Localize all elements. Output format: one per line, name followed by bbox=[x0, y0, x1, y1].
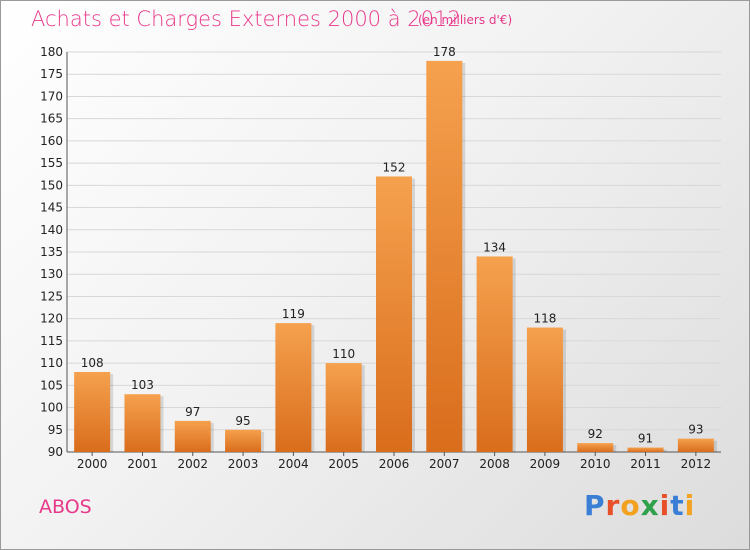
bar-2011 bbox=[627, 447, 664, 452]
bar-2008 bbox=[476, 256, 513, 452]
bar-2002 bbox=[174, 420, 211, 452]
brand-letter: r bbox=[605, 489, 621, 522]
x-tick-label: 2000 bbox=[77, 457, 108, 471]
x-tick-label: 2011 bbox=[630, 457, 661, 471]
data-label: 108 bbox=[81, 356, 104, 370]
brand-letter: x bbox=[640, 489, 660, 522]
bar-2007 bbox=[426, 60, 463, 453]
bar-2004 bbox=[275, 323, 312, 452]
bars bbox=[74, 60, 717, 453]
y-tick-label: 135 bbox=[40, 245, 63, 259]
brand-letter: o bbox=[620, 489, 641, 522]
bar-2005 bbox=[325, 363, 362, 452]
axes: 90 95 100 105 110 115 120 125 130 135 140 145 150 155… bbox=[40, 45, 721, 471]
x-tick-label: 2004 bbox=[278, 457, 309, 471]
data-label: 152 bbox=[383, 160, 406, 174]
y-tick-label: 180 bbox=[40, 45, 63, 59]
data-label: 118 bbox=[533, 312, 556, 326]
brand-letter: i bbox=[684, 489, 696, 522]
x-tick-label: 2001 bbox=[127, 457, 158, 471]
y-tick-label: 155 bbox=[40, 156, 63, 170]
data-label: 134 bbox=[483, 240, 506, 254]
y-tick-label: 95 bbox=[48, 423, 63, 437]
bar-chart: 90 95 100 105 110 115 120 125 130 135 140 145 150 155… bbox=[40, 45, 721, 471]
x-tick-label: 2007 bbox=[429, 457, 460, 471]
data-label: 97 bbox=[185, 405, 200, 419]
data-label: 110 bbox=[332, 347, 355, 361]
chart-subtitle: (en milliers d'€) bbox=[418, 13, 513, 27]
y-tick-label: 170 bbox=[40, 89, 63, 103]
bar-2006 bbox=[376, 176, 412, 452]
y-tick-label: 90 bbox=[48, 445, 63, 459]
brand-letter: t bbox=[670, 489, 685, 522]
bar-2009 bbox=[526, 327, 563, 452]
data-label: 178 bbox=[433, 45, 456, 59]
brand-letter: P bbox=[584, 489, 606, 522]
bar-2001 bbox=[124, 394, 161, 452]
x-tick-label: 2002 bbox=[177, 457, 208, 471]
y-tick-label: 145 bbox=[40, 201, 63, 215]
proxiti-logo: Proxiti bbox=[584, 489, 695, 522]
data-label: 119 bbox=[282, 307, 305, 321]
bar-2010 bbox=[577, 443, 614, 452]
bar-2003 bbox=[225, 429, 262, 452]
chart-title: Achats et Charges Externes 2000 à 2012 bbox=[31, 7, 461, 31]
brand-letter: i bbox=[659, 489, 671, 522]
x-tick-label: 2012 bbox=[681, 457, 712, 471]
y-tick-label: 175 bbox=[40, 67, 63, 81]
x-tick-label: 2008 bbox=[479, 457, 510, 471]
bar-2012 bbox=[677, 438, 714, 452]
y-tick-label: 130 bbox=[40, 267, 63, 281]
commune-name: ABOS bbox=[39, 496, 92, 518]
y-tick-label: 110 bbox=[40, 356, 63, 370]
data-labels: 108 103 97 95 119 110 152 178 134 118 92 91 93 bbox=[81, 45, 704, 446]
data-label: 92 bbox=[588, 427, 603, 441]
y-tick-label: 140 bbox=[40, 223, 63, 237]
x-tick-label: 2005 bbox=[328, 457, 359, 471]
x-tick-label: 2003 bbox=[228, 457, 259, 471]
data-label: 95 bbox=[235, 414, 250, 428]
y-tick-label: 100 bbox=[40, 401, 63, 415]
x-tick-label: 2010 bbox=[580, 457, 611, 471]
x-tick-label: 2006 bbox=[379, 457, 410, 471]
data-label: 93 bbox=[688, 423, 703, 437]
y-tick-label: 115 bbox=[40, 334, 63, 348]
y-tick-label: 160 bbox=[40, 134, 63, 148]
y-tick-label: 165 bbox=[40, 112, 63, 126]
y-tick-label: 105 bbox=[40, 378, 63, 392]
data-label: 103 bbox=[131, 378, 154, 392]
y-tick-label: 120 bbox=[40, 312, 63, 326]
y-tick-label: 150 bbox=[40, 178, 63, 192]
y-tick-label: 125 bbox=[40, 289, 63, 303]
bar-2000 bbox=[74, 372, 111, 452]
data-label: 91 bbox=[638, 432, 653, 446]
x-tick-label: 2009 bbox=[530, 457, 561, 471]
